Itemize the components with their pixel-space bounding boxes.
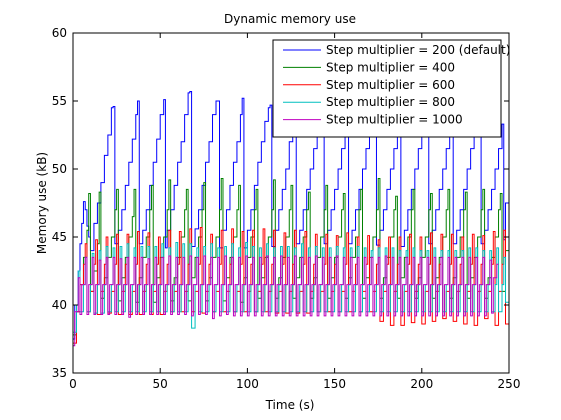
x-tick-label: 0 — [69, 377, 77, 391]
series-line-5 — [73, 255, 499, 347]
y-tick-label: 45 — [52, 230, 67, 244]
y-tick-label: 35 — [52, 366, 67, 380]
legend-label-2: Step multiplier = 400 — [326, 60, 455, 74]
x-tick-label: 250 — [498, 377, 521, 391]
x-tick-label: 50 — [153, 377, 168, 391]
axes-frame — [72, 32, 510, 374]
y-tick-label: 50 — [52, 162, 67, 176]
legend-label-4: Step multiplier = 800 — [326, 95, 455, 109]
y-tick-label: 55 — [52, 94, 67, 108]
x-tick-label: 200 — [410, 377, 433, 391]
x-axis-label: Time (s) — [265, 398, 315, 412]
plot-area: 0 50 100 150 200 250 35 40 45 50 55 60 Step multipli… — [52, 26, 521, 391]
y-axis-label: Memory use (kB) — [35, 152, 49, 254]
x-tick-label: 150 — [323, 377, 346, 391]
series-line-1 — [73, 90, 509, 340]
y-tick-label: 60 — [52, 26, 67, 40]
legend-label-5: Step multiplier = 1000 — [326, 113, 463, 127]
legend-box — [272, 39, 502, 138]
x-tick-label: 100 — [236, 377, 259, 391]
legend: Step multiplier = 200 (default) Step mult… — [272, 39, 510, 138]
chart-title: Dynamic memory use — [224, 12, 356, 26]
legend-label-1: Step multiplier = 200 (default) — [326, 43, 510, 57]
legend-label-3: Step multiplier = 600 — [326, 78, 455, 92]
y-tick-label: 40 — [52, 298, 67, 312]
series-group — [73, 90, 509, 347]
